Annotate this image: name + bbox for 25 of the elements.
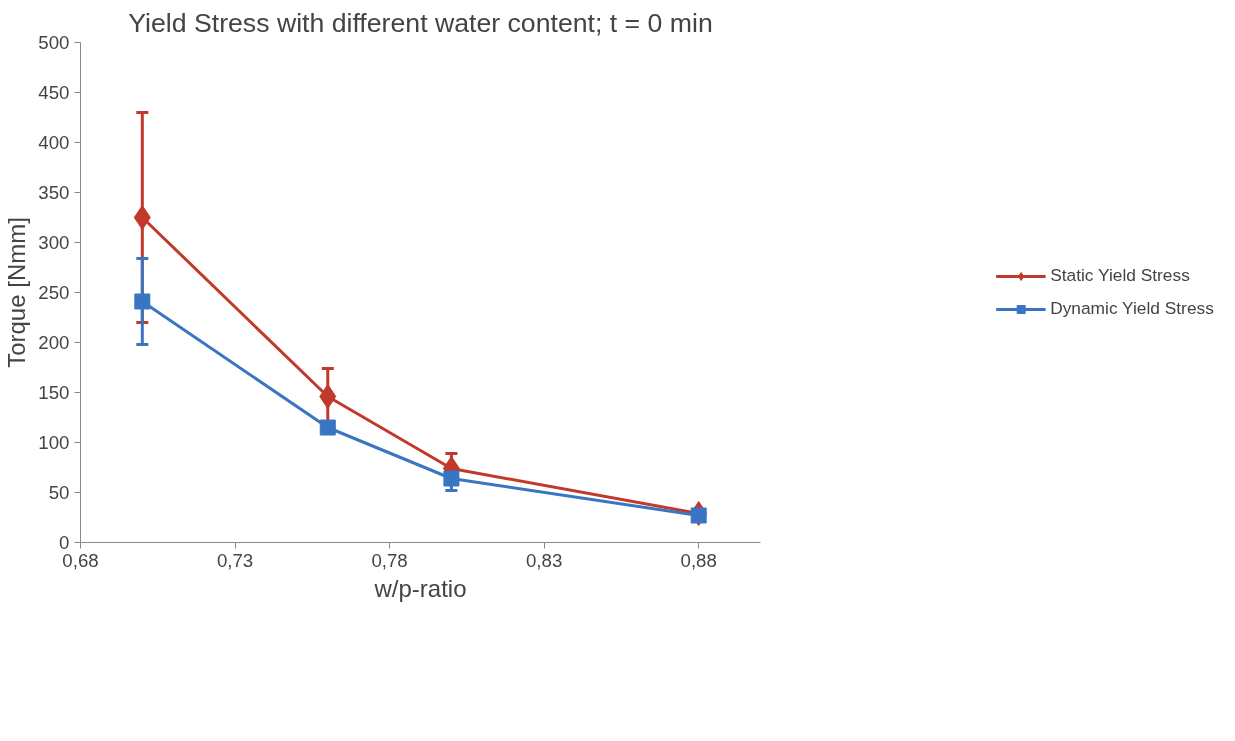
y-tick-label: 200 [38,332,70,353]
point [134,293,151,310]
y-tick-label: 350 [38,182,70,203]
y-tick-label: 450 [38,82,70,103]
legend-label: Dynamic Yield Stress [1050,298,1214,319]
y-tick-label: 50 [48,482,70,503]
x-tick-label: 0,78 [371,549,408,571]
x-axis-title: w/p-ratio [373,574,467,602]
y-tick-label: 300 [38,232,70,253]
point [133,205,151,230]
chart-title: Yield Stress with different water content; t = 0 min [128,7,713,38]
point [690,507,707,524]
y-tick-label: 500 [38,32,70,53]
x-tick-label: 0,83 [525,549,563,571]
point [319,384,337,409]
x-tick-label: 0,73 [216,549,254,571]
y-tick-label: 100 [38,432,70,453]
legend-label: Static Yield Stress [1050,265,1190,286]
y-axis-title: Torque [Nmm] [3,217,31,368]
y-tick-label: 150 [38,382,70,403]
x-tick-label: 0,88 [680,549,717,571]
y-tick-label: 400 [38,132,70,153]
point [443,470,460,487]
y-tick-label: 250 [38,282,70,303]
point [319,419,336,436]
